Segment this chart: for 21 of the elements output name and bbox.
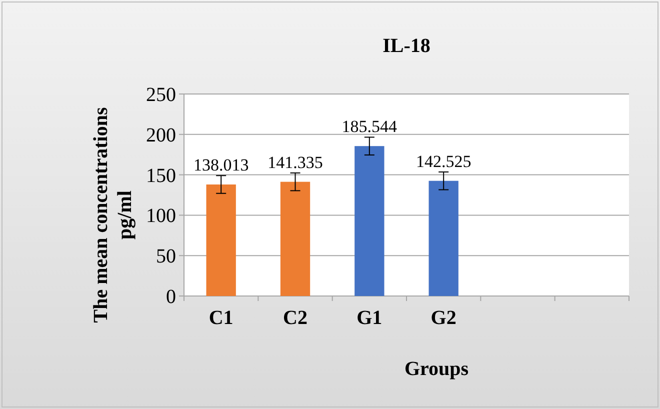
bar [206, 184, 236, 296]
x-tick-label: G1 [356, 307, 382, 329]
data-label: 185.544 [342, 117, 398, 136]
chart-title: IL-18 [382, 35, 430, 57]
y-axis-title: The mean concentrations pg/ml [90, 107, 136, 323]
data-label: 142.525 [416, 152, 472, 171]
y-tick-label: 200 [146, 124, 176, 146]
bar [354, 146, 384, 296]
x-tick-label: C1 [208, 307, 234, 329]
y-tick-label: 50 [156, 246, 176, 268]
data-label: 138.013 [193, 156, 249, 175]
x-axis-title: Groups [404, 358, 469, 380]
x-tick-label: C2 [283, 307, 308, 329]
y-tick-label: 250 [146, 84, 176, 106]
y-tick-label: 150 [146, 164, 176, 187]
y-tick-label: 100 [146, 205, 176, 228]
bar [428, 180, 458, 296]
bar [280, 182, 310, 296]
data-label: 141.335 [268, 152, 323, 172]
x-tick-label: G2 [430, 307, 456, 329]
y-tick-label: 0 [166, 286, 176, 308]
